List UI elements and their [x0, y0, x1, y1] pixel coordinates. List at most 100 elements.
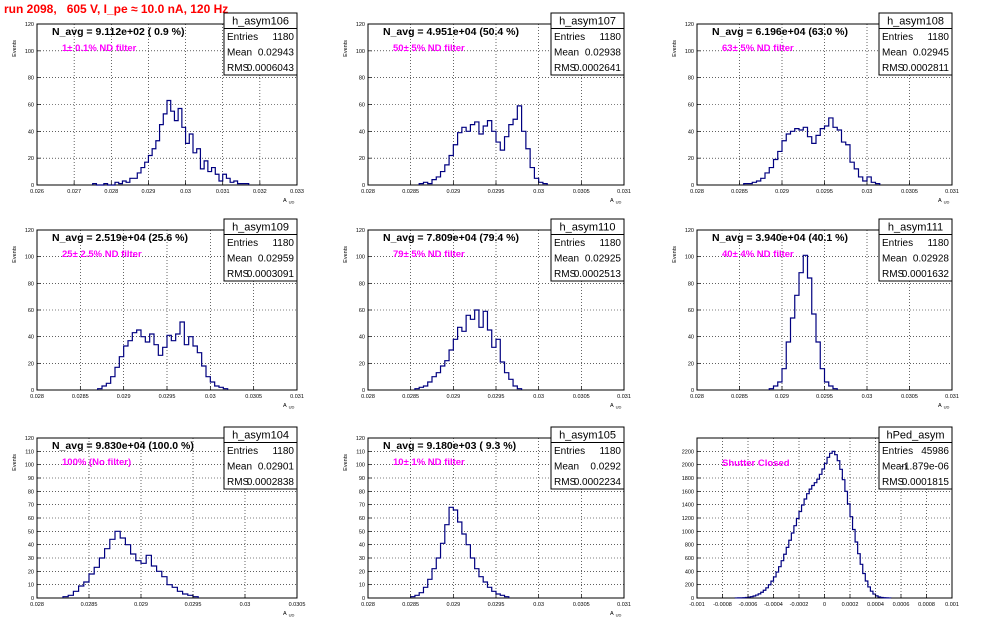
histogram-title: N_avg = 9.112e+02 ( 0.9 %)	[52, 26, 185, 38]
x-tick-label: 0.027	[67, 189, 81, 195]
histogram-title: N_avg = 9.830e+04 (100.0 %)	[52, 440, 194, 452]
x-tick-label: 0.0285	[402, 189, 419, 195]
x-tick-label: 0.0006	[893, 602, 910, 608]
y-tick-label: 20	[688, 156, 694, 162]
y-axis-label: Events	[672, 40, 678, 57]
x-tick-label: 0.0285	[81, 602, 98, 608]
y-tick-label: 100	[356, 463, 365, 469]
stats-box	[223, 12, 298, 76]
x-tick-label: 0.028	[361, 602, 375, 608]
x-tick-label: -0.0006	[739, 602, 758, 608]
y-tick-label: 30	[359, 556, 365, 562]
y-tick-label: 50	[359, 529, 365, 535]
x-tick-label: 0.029	[775, 189, 789, 195]
y-tick-label: 1000	[682, 529, 694, 535]
stats-label: RMS	[554, 63, 577, 74]
stats-label: RMS	[227, 269, 250, 280]
y-tick-label: 0	[31, 183, 34, 189]
stats-label: Entries	[227, 32, 258, 43]
y-tick-label: 120	[25, 436, 34, 442]
x-tick-label: 0.0295	[488, 602, 505, 608]
stats-label: RMS	[882, 477, 905, 488]
y-tick-label: 20	[359, 569, 365, 575]
y-tick-label: 90	[359, 476, 365, 482]
x-tick-label: 0.028	[361, 189, 375, 195]
x-tick-label: 0.0295	[488, 394, 505, 400]
histogram-panel-h_asym107: 0 20 40 60 80 100 120 0.028 0.0285 0.029 0.0295 0.0…	[343, 12, 631, 205]
x-tick-label: 0.031	[290, 394, 304, 400]
y-tick-label: 80	[688, 76, 694, 82]
y-tick-label: 0	[362, 388, 365, 394]
x-tick-label: 0.03	[533, 602, 544, 608]
y-axis-label: Events	[343, 246, 349, 263]
histogram-panel-h_asym110: 0 20 40 60 80 100 120 0.028 0.0285 0.029 0.0295 0.0…	[343, 218, 631, 410]
x-tick-label: 0.029	[117, 394, 131, 400]
y-tick-label: 0	[691, 388, 694, 394]
stats-label: Mean	[554, 48, 579, 59]
y-tick-label: 40	[359, 129, 365, 135]
y-tick-label: 80	[359, 281, 365, 287]
y-tick-label: 10	[28, 583, 34, 589]
stats-label: Mean	[227, 462, 252, 473]
stats-box	[878, 12, 953, 76]
y-tick-label: 1200	[682, 516, 694, 522]
stats-value: 0.0002234	[574, 477, 622, 488]
y-tick-label: 200	[685, 583, 694, 589]
x-tick-label: 0.03	[862, 394, 873, 400]
x-tick-label: 0.0295	[488, 189, 505, 195]
stats-value: 0.02938	[585, 48, 622, 59]
x-tick-label: 0.029	[446, 394, 460, 400]
x-tick-label: 0.03	[205, 394, 216, 400]
histogram-panel-hPed_asym: 0 200 400 600 800 1000 1200 1400 1600 1800 2000 220…	[682, 426, 959, 608]
y-axis-label: Events	[672, 246, 678, 263]
x-tick-label: 0.0285	[731, 189, 748, 195]
y-tick-label: 90	[28, 476, 34, 482]
x-tick-label: 0.03	[240, 602, 251, 608]
filter-annotation: 40± 4% ND filter	[722, 249, 794, 260]
stats-value: 0.02959	[258, 254, 295, 265]
y-tick-label: 20	[28, 156, 34, 162]
x-tick-label: 0.03	[862, 189, 873, 195]
stats-histogram-name: hPed_asym	[886, 430, 944, 442]
stats-label: Mean	[882, 48, 907, 59]
stats-box	[878, 426, 953, 490]
x-tick-label: 0.0305	[573, 602, 590, 608]
histogram-series	[97, 321, 229, 390]
x-tick-label: -0.0004	[764, 602, 783, 608]
x-tick-label: 0.029	[446, 602, 460, 608]
y-tick-label: 0	[31, 596, 34, 602]
x-axis-label: A UD	[283, 611, 295, 618]
stats-label: Mean	[554, 462, 579, 473]
y-tick-label: 800	[685, 543, 694, 549]
histogram-series	[418, 105, 548, 185]
x-tick-label: 0.0285	[402, 602, 419, 608]
stats-box	[550, 426, 625, 490]
y-tick-label: 100	[356, 49, 365, 55]
y-tick-label: 20	[28, 361, 34, 367]
y-tick-label: 400	[685, 569, 694, 575]
y-tick-label: 40	[359, 335, 365, 341]
x-tick-label: 0.029	[142, 189, 156, 195]
filter-annotation: Shutter Closed	[722, 458, 790, 469]
x-tick-label: 0.001	[945, 602, 959, 608]
x-tick-label: 0.0295	[816, 189, 833, 195]
filter-annotation: 1± 0.1% ND filter	[62, 43, 137, 54]
stats-label: RMS	[882, 63, 905, 74]
x-tick-label: 0.0305	[901, 394, 918, 400]
stats-value: 1180	[927, 32, 949, 43]
y-tick-label: 0	[362, 183, 365, 189]
y-tick-label: 120	[25, 228, 34, 234]
x-tick-label: 0.0305	[901, 189, 918, 195]
stats-value: 0.02928	[913, 254, 950, 265]
y-tick-label: 120	[356, 228, 365, 234]
x-axis-label: A UD	[283, 198, 295, 205]
y-tick-label: 80	[359, 489, 365, 495]
y-tick-label: 60	[28, 516, 34, 522]
histogram-title: N_avg = 7.809e+04 (79.4 %)	[383, 232, 519, 244]
stats-label: Entries	[882, 32, 913, 43]
y-tick-label: 60	[359, 516, 365, 522]
x-tick-label: 0.028	[104, 189, 118, 195]
y-tick-label: 10	[359, 583, 365, 589]
x-tick-label: 0.0285	[731, 394, 748, 400]
y-tick-label: 40	[688, 335, 694, 341]
